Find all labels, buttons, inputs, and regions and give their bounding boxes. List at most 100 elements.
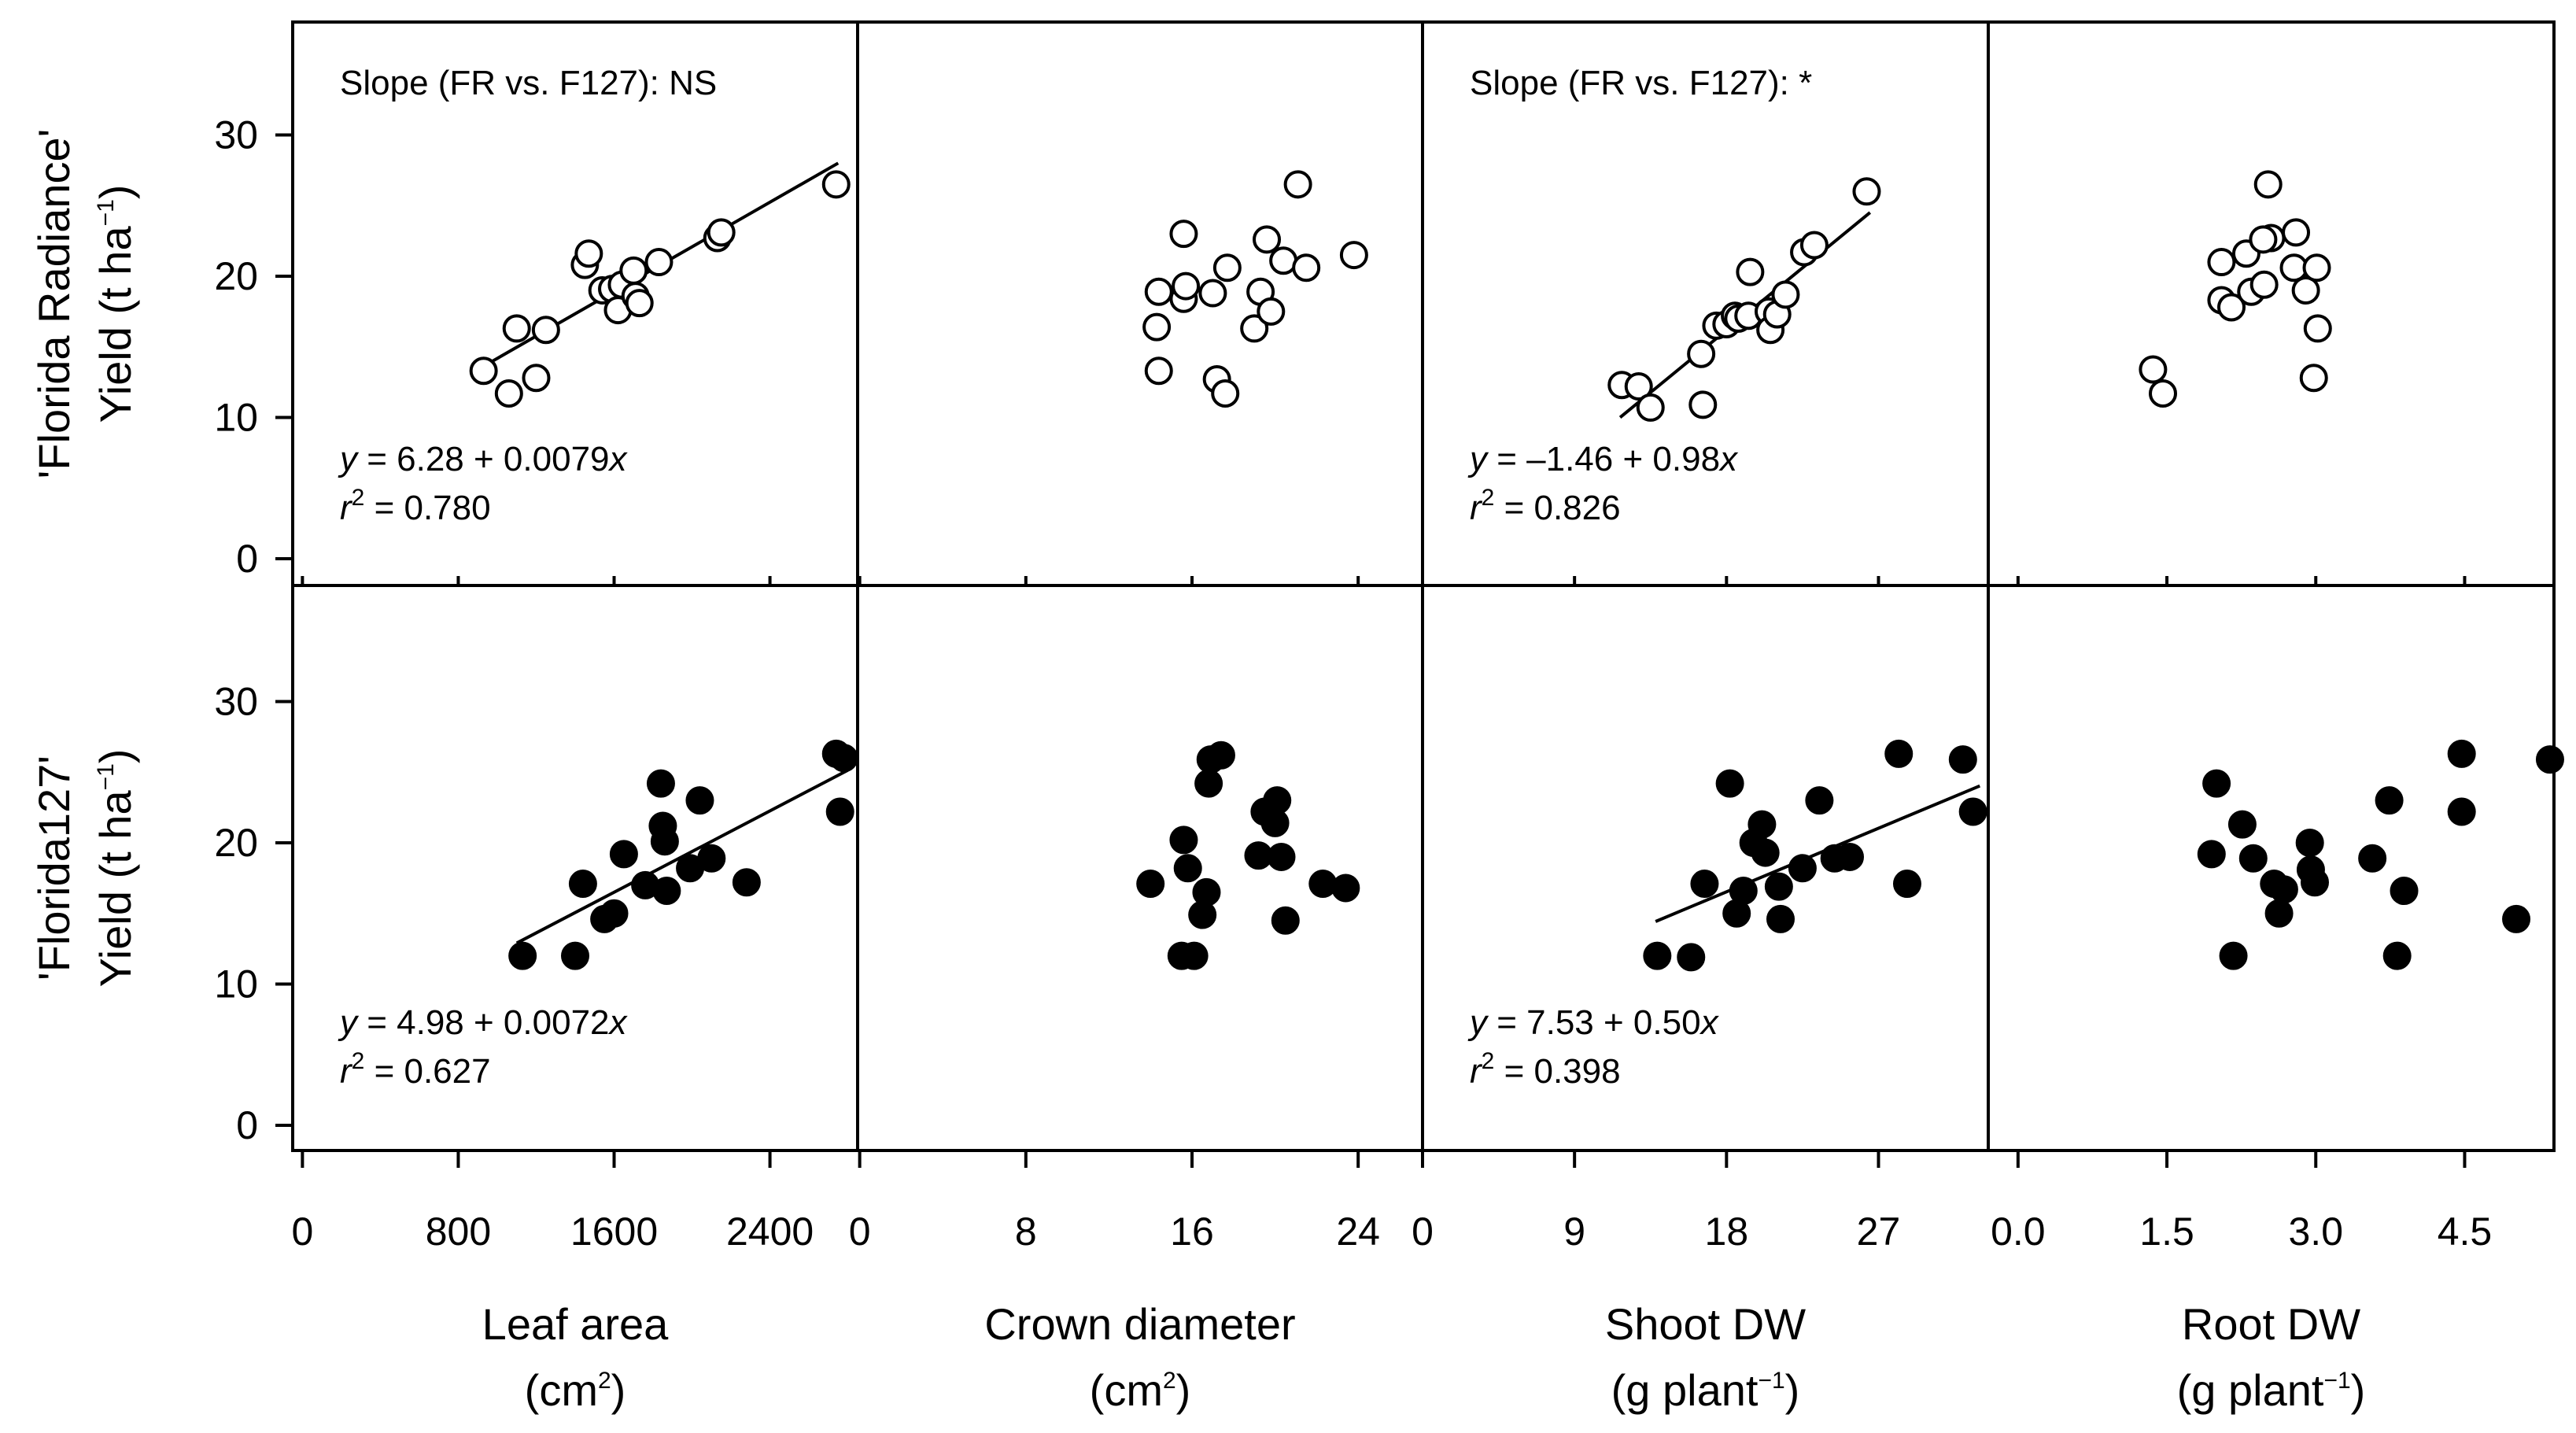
- row-label-cultivar: 'Florida Radiance': [29, 129, 79, 479]
- filled-data-point: [1958, 797, 1987, 826]
- open-data-point: [1688, 390, 1718, 419]
- regression-equation: y = 4.98 + 0.0072x: [338, 1003, 629, 1042]
- filled-data-point: [1206, 741, 1235, 770]
- open-data-point: [1240, 314, 1269, 343]
- filled-data-point: [1751, 838, 1780, 867]
- open-data-point: [1292, 253, 1321, 283]
- filled-data-point: [1766, 904, 1795, 933]
- x-tick-label: 9: [1563, 1210, 1585, 1254]
- filled-data-point: [2301, 868, 2330, 897]
- superscript: 2: [1482, 485, 1495, 511]
- slope-annotation: Slope (FR vs. F127): *: [1470, 64, 1812, 102]
- x-tick-label: 18: [1705, 1210, 1749, 1254]
- r-squared-value: = 0.398: [1494, 1052, 1620, 1091]
- equation-y: y: [338, 440, 360, 478]
- open-data-point: [1212, 253, 1242, 283]
- filled-data-point: [2295, 829, 2324, 857]
- row-label-yield: Yield (t ha−1): [90, 749, 140, 988]
- open-data-point: [1144, 356, 1173, 386]
- x-tick-label: 1.5: [2139, 1210, 2194, 1254]
- filled-data-point: [1892, 870, 1921, 899]
- text-part: (g plant: [1611, 1365, 1759, 1415]
- filled-data-point: [825, 797, 854, 826]
- filled-data-point: [2375, 786, 2404, 815]
- filled-data-point: [829, 744, 858, 773]
- r-squared-value: = 0.780: [364, 489, 490, 527]
- x-axis-title: Root DW: [2182, 1299, 2360, 1349]
- filled-data-point: [646, 769, 675, 798]
- filled-data-point: [652, 877, 681, 906]
- open-data-point: [2302, 253, 2331, 283]
- open-data-point: [522, 364, 551, 393]
- y-tick-label: 0: [236, 1103, 258, 1147]
- x-tick-label: 1600: [570, 1210, 658, 1254]
- filled-data-point: [1271, 906, 1300, 935]
- x-axis-title: Crown diameter: [984, 1299, 1295, 1349]
- filled-data-point: [1188, 900, 1217, 929]
- open-data-point: [1253, 225, 1282, 254]
- filled-data-point: [2202, 769, 2231, 798]
- open-data-point: [531, 316, 560, 345]
- open-data-point: [1687, 339, 1716, 368]
- open-data-point: [2217, 293, 2246, 322]
- open-data-point: [2149, 379, 2178, 408]
- filled-data-point: [600, 899, 629, 928]
- text-part: Yield (t ha: [90, 226, 140, 423]
- filled-data-point: [1173, 854, 1202, 883]
- open-data-point: [1636, 393, 1665, 422]
- filled-data-point: [2447, 739, 2476, 768]
- filled-data-point: [650, 827, 679, 856]
- x-tick-label: 27: [1857, 1210, 1901, 1254]
- filled-data-point: [1643, 941, 1672, 970]
- text-part: (g plant: [2177, 1365, 2324, 1415]
- x-axis-unit: (g plant−1): [1611, 1365, 1800, 1415]
- x-tick-label: 24: [1336, 1210, 1380, 1254]
- open-data-point: [494, 379, 523, 408]
- filled-data-point: [1169, 825, 1198, 855]
- equation-x: x: [1718, 440, 1739, 478]
- superscript: 2: [598, 1368, 611, 1394]
- r-squared: r2 = 0.627: [340, 1048, 491, 1091]
- filled-data-point: [1715, 769, 1744, 798]
- open-data-point: [2207, 248, 2236, 277]
- open-data-point: [2291, 275, 2320, 305]
- text-part: Yield (t ha: [90, 790, 140, 988]
- text-part: ): [1785, 1365, 1800, 1415]
- filled-data-point: [2447, 797, 2476, 826]
- filled-data-point: [568, 870, 597, 899]
- filled-data-point: [1263, 786, 1292, 815]
- filled-data-point: [2382, 941, 2412, 970]
- x-tick-label: 3.0: [2289, 1210, 2344, 1254]
- filled-data-point: [2227, 810, 2257, 839]
- filled-data-point: [1747, 810, 1777, 839]
- filled-data-point: [508, 941, 537, 970]
- open-data-point: [574, 239, 603, 268]
- text-part: ): [611, 1365, 626, 1415]
- open-data-point: [2139, 355, 2168, 384]
- open-data-point: [1211, 379, 1240, 408]
- regression-line: [1655, 784, 1981, 923]
- open-data-point: [1771, 280, 1800, 309]
- x-axis-title: Leaf area: [482, 1299, 669, 1349]
- filled-data-point: [2197, 840, 2226, 869]
- superscript: 2: [352, 485, 365, 511]
- open-data-point: [2282, 218, 2311, 247]
- filled-data-point: [1788, 854, 1817, 883]
- x-tick-label: 0.0: [1991, 1210, 2046, 1254]
- open-data-point: [1852, 177, 1881, 206]
- equation-y: y: [1467, 1003, 1489, 1042]
- r-squared-value: = 0.627: [364, 1052, 490, 1091]
- filled-data-point: [1136, 870, 1165, 899]
- text-part: (cm: [525, 1365, 598, 1415]
- filled-data-point: [2264, 899, 2294, 928]
- open-data-point: [1283, 170, 1312, 199]
- open-data-point: [1169, 220, 1198, 249]
- open-data-point: [2249, 225, 2278, 254]
- y-tick-label: 20: [214, 821, 258, 865]
- superscript: 2: [352, 1048, 365, 1074]
- superscript: −1: [1758, 1368, 1784, 1394]
- y-tick-label: 30: [214, 680, 258, 724]
- equation-x: x: [608, 1003, 629, 1042]
- equation-body: = –1.46 + 0.98: [1487, 440, 1720, 478]
